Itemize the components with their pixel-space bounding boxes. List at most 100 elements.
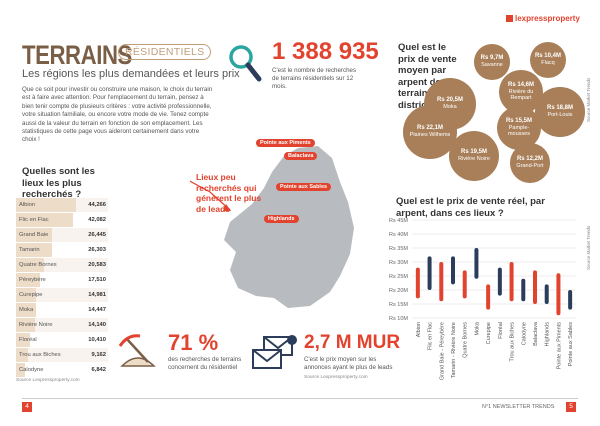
table-row: Rivière Noire 14,140 bbox=[16, 318, 108, 332]
searches-value: 1 388 935 bbox=[272, 38, 379, 65]
row-value: 44,266 bbox=[88, 202, 106, 208]
range-bar bbox=[415, 267, 420, 299]
row-bar bbox=[16, 363, 26, 377]
bubble: Rs 15,5M Pample-mousses bbox=[496, 105, 542, 151]
row-value: 14,981 bbox=[88, 292, 106, 298]
bubble-district: Rivière Noire bbox=[458, 155, 490, 162]
row-value: 17,510 bbox=[88, 277, 106, 283]
bubble: Rs 22,1M Plaines Wilhems bbox=[403, 105, 457, 159]
y-tick-label: Rs 10M bbox=[389, 316, 408, 322]
bubbles-title: Quel est le prix de vente moyen par arpe… bbox=[398, 42, 457, 111]
arrow-head bbox=[223, 204, 231, 211]
residential-value: 71 % bbox=[168, 330, 219, 355]
magnifier-icon bbox=[229, 45, 262, 82]
row-value: 14,140 bbox=[88, 322, 106, 328]
y-tick-label: Rs 25M bbox=[389, 274, 408, 280]
mound bbox=[120, 357, 156, 367]
row-name: Floréal bbox=[19, 337, 37, 343]
bubble-value: Rs 20,5M bbox=[436, 97, 463, 104]
place-label: Highlands bbox=[264, 215, 299, 223]
bubble-district: Grand-Port bbox=[516, 162, 544, 169]
row-value: 26,445 bbox=[88, 232, 106, 238]
table-row: Flic en Flac 42,082 bbox=[16, 213, 108, 227]
bubble-district: Savanne bbox=[481, 61, 503, 68]
range-bar bbox=[509, 262, 514, 302]
price-source: Source Lexpressproperty.com bbox=[304, 375, 368, 380]
x-tick-label: Grand Baie - Péreybère bbox=[439, 322, 445, 380]
logo-text: lexpressproperty bbox=[515, 14, 580, 23]
bubble-value: Rs 15,5M bbox=[505, 118, 532, 125]
page-number-right: 5 bbox=[566, 402, 576, 412]
island bbox=[224, 146, 354, 308]
y-tick-label: Rs 35M bbox=[389, 246, 408, 252]
bubble-district: Flacq bbox=[541, 59, 555, 66]
range-bar bbox=[533, 270, 537, 304]
lens bbox=[229, 45, 253, 69]
bubble: Rs 12,2M Grand-Port bbox=[510, 143, 550, 183]
bubble: Rs 18,8M Port-Louis bbox=[535, 87, 585, 137]
place-label: Pointe aux Sables bbox=[276, 183, 332, 191]
x-tick-label: Albion bbox=[416, 322, 422, 337]
page-number-left: 4 bbox=[22, 402, 32, 412]
bubbles-source: Source Market Trends bbox=[586, 77, 591, 122]
range-bar bbox=[544, 284, 549, 304]
price-value: 2,7 M MUR bbox=[304, 332, 401, 353]
table-row: Albion 44,266 bbox=[16, 198, 108, 212]
range-bar bbox=[497, 267, 502, 296]
x-tick-label: Pointe aux Sables bbox=[568, 322, 574, 367]
pickaxe-icon bbox=[118, 334, 156, 367]
pick-handle bbox=[125, 337, 149, 363]
bubble-value: Rs 14,6M bbox=[507, 82, 534, 89]
row-value: 42,082 bbox=[88, 217, 106, 223]
row-bar bbox=[16, 348, 29, 362]
intro-text: Que ce soit pour investir ou construire … bbox=[22, 86, 213, 144]
logo: lexpressproperty bbox=[506, 14, 580, 23]
chart-title: Quel est le prix de vente réel, par arpe… bbox=[396, 196, 545, 219]
place-label: Balaclava bbox=[284, 152, 318, 160]
table-row: Calodyne 6,842 bbox=[16, 363, 108, 377]
y-tick-label: Rs 15M bbox=[389, 302, 408, 308]
bubble: Rs 14,6M Rivière du Rempart bbox=[499, 70, 543, 114]
newsletter-label: N°1 NEWSLETTER TRENDS bbox=[482, 404, 555, 410]
row-bar bbox=[16, 213, 74, 227]
range-bar bbox=[486, 284, 491, 310]
y-tick-label: Rs 20M bbox=[389, 288, 408, 294]
table-source: Source Lexpressproperty.com bbox=[16, 378, 80, 383]
table-title: Quelles sont les lieux les plus recherch… bbox=[22, 166, 95, 200]
bubble-district: Rivière du Rempart bbox=[508, 88, 534, 102]
chart-source: Source Market Trends bbox=[586, 225, 591, 270]
range-chart: Rs 10M Rs 15M Rs 20M Rs 25M Rs 30M Rs 35M Rs 4… bbox=[389, 218, 576, 380]
x-tick-label: Pointe aux Piments bbox=[556, 322, 562, 370]
bubble-value: Rs 10,4M bbox=[534, 53, 561, 60]
table-row: Tamarin 26,303 bbox=[16, 243, 108, 257]
table-row: Quatre Bornes 20,583 bbox=[16, 258, 108, 272]
footer-rule bbox=[22, 398, 578, 399]
range-bar bbox=[474, 248, 479, 279]
range-bar bbox=[556, 273, 561, 316]
row-name: Moka bbox=[19, 307, 34, 313]
map-note: Lieux peu recherchés qui génèrent le plu… bbox=[196, 172, 262, 214]
range-bar bbox=[568, 290, 573, 310]
bubble-district: Plaines Wilhems bbox=[409, 131, 451, 138]
bubble-value: Rs 19,5M bbox=[460, 149, 487, 156]
bubble: Rs 10,4M Flacq bbox=[529, 41, 567, 79]
row-bar bbox=[16, 258, 44, 272]
bubble-district: Moka bbox=[443, 103, 457, 110]
row-name: Quatre Bornes bbox=[19, 262, 57, 268]
table-row: Trou aux Biches 9,162 bbox=[16, 348, 108, 362]
row-value: 26,303 bbox=[88, 247, 106, 253]
x-tick-label: Flic en Flac bbox=[428, 322, 434, 350]
table-row: Curepipe 14,981 bbox=[16, 288, 108, 302]
title-tag: RÉSIDENTIELS bbox=[118, 44, 212, 60]
row-name: Tamarin bbox=[19, 247, 40, 253]
bubble-value: Rs 18,8M bbox=[546, 105, 573, 112]
range-bar bbox=[521, 278, 526, 302]
place-label: Pointe aux Piments bbox=[256, 139, 315, 147]
residential-caption: des recherches de terrains concernent du… bbox=[168, 356, 242, 371]
bubble-district: Port-Louis bbox=[547, 111, 573, 118]
row-bar bbox=[16, 288, 37, 302]
x-tick-label: Floréal bbox=[498, 322, 504, 339]
table-row: Floréal 10,410 bbox=[16, 333, 108, 347]
arrow bbox=[190, 180, 231, 211]
range-bar bbox=[439, 262, 444, 302]
